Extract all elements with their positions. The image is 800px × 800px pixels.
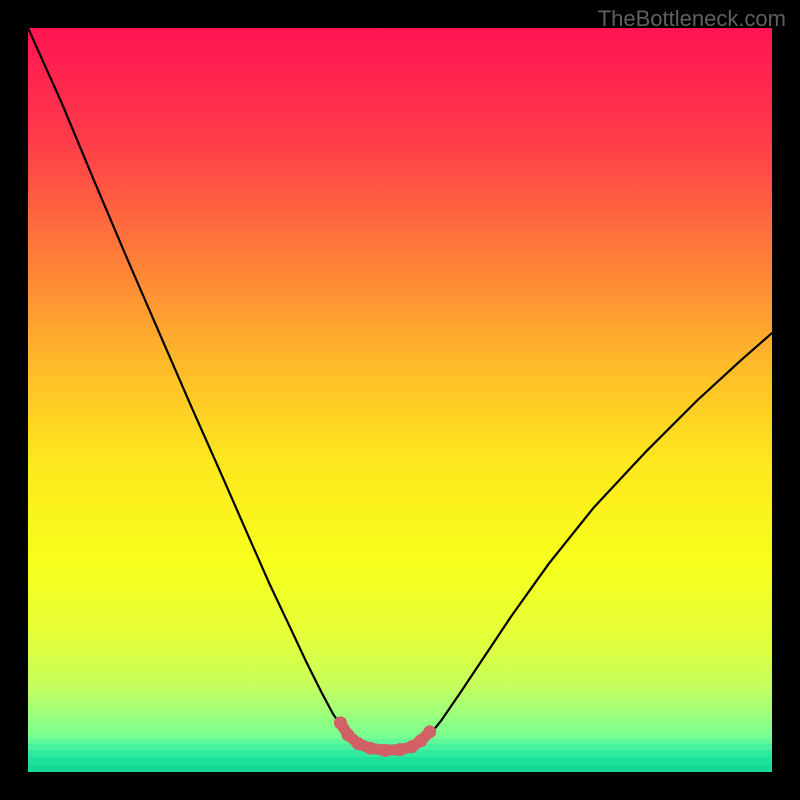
- bottleneck-curve-line: [28, 28, 772, 750]
- highlight-dot: [379, 744, 392, 757]
- highlight-dot: [334, 716, 347, 729]
- highlight-dot: [341, 728, 354, 741]
- highlight-dot: [423, 725, 436, 738]
- chart-plot-area: [28, 28, 772, 772]
- highlight-dots-group: [334, 716, 436, 757]
- highlight-dot: [352, 737, 365, 750]
- watermark-text: TheBottleneck.com: [598, 6, 786, 32]
- highlight-dot: [364, 742, 377, 755]
- highlight-dot: [394, 743, 407, 756]
- chart-svg: [28, 28, 772, 772]
